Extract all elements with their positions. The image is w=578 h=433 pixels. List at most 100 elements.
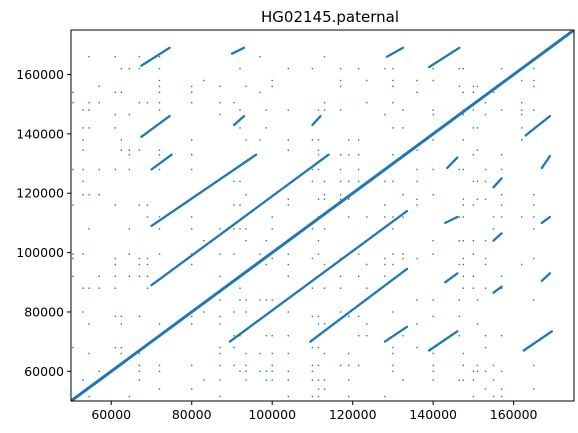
scatter-point — [472, 109, 475, 111]
scatter-point — [72, 168, 74, 171]
x-tick-label: 120000 — [329, 407, 377, 422]
scatter-point — [500, 335, 503, 337]
scatter-point — [233, 311, 235, 313]
scatter-point — [311, 379, 314, 381]
scatter-point — [533, 85, 535, 88]
scatter-point — [138, 352, 141, 355]
scatter-point — [287, 253, 289, 255]
scatter-point — [323, 228, 326, 230]
scatter-point — [88, 194, 90, 196]
scatter-point — [416, 149, 418, 151]
scatter-point — [392, 127, 394, 129]
scatter-point — [259, 139, 261, 141]
scatter-point — [311, 346, 314, 349]
scatter-point — [416, 198, 418, 200]
scatter-point — [392, 67, 394, 70]
scatter-point — [358, 335, 360, 337]
scatter-point — [191, 139, 193, 141]
scatter-point — [72, 102, 74, 104]
scatter-point — [484, 263, 487, 266]
scatter-point — [114, 263, 116, 266]
scatter-point — [462, 240, 464, 242]
alignment-segment — [444, 272, 459, 284]
alignment-segment — [140, 46, 171, 67]
scatter-point — [287, 379, 289, 381]
scatter-point — [484, 168, 487, 171]
scatter-point — [533, 364, 535, 367]
scatter-point — [311, 395, 314, 398]
scatter-point — [82, 180, 84, 183]
scatter-point — [239, 180, 241, 183]
scatter-point — [476, 180, 479, 183]
scatter-point — [287, 67, 289, 70]
scatter-point — [219, 228, 221, 230]
scatter-point — [416, 91, 418, 93]
scatter-point — [339, 168, 342, 171]
scatter-point — [533, 67, 535, 70]
scatter-point — [287, 275, 289, 277]
scatter-point — [339, 257, 342, 260]
scatter-point — [533, 216, 535, 218]
scatter-point — [158, 253, 161, 255]
alignment-segment — [230, 46, 246, 55]
x-tick-label: 160000 — [490, 407, 538, 422]
scatter-point — [339, 364, 342, 367]
scatter-point — [191, 364, 193, 367]
scatter-point — [158, 109, 161, 111]
scatter-point — [259, 91, 261, 93]
scatter-point — [271, 335, 273, 337]
scatter-point — [245, 311, 247, 313]
scatter-point — [88, 127, 90, 129]
scatter-point — [458, 240, 460, 242]
scatter-point — [366, 79, 368, 82]
scatter-point — [311, 168, 314, 171]
scatter-point — [158, 154, 161, 156]
scatter-point — [265, 379, 267, 381]
scatter-point — [462, 204, 464, 206]
scatter-point — [472, 395, 475, 398]
scatter-point — [366, 216, 368, 218]
alignment-segment — [309, 267, 409, 343]
scatter-point — [521, 139, 523, 141]
scatter-point — [233, 364, 235, 367]
scatter-point — [287, 370, 289, 372]
scatter-point — [392, 370, 394, 372]
alignment-segment — [492, 177, 503, 189]
scatter-point — [82, 139, 84, 141]
scatter-point — [339, 79, 342, 82]
scatter-point — [158, 67, 161, 70]
scatter-point — [392, 180, 394, 183]
scatter-point — [138, 275, 141, 277]
scatter-point — [203, 311, 205, 313]
y-tick-label: 60000 — [24, 364, 64, 379]
scatter-point — [432, 168, 434, 171]
y-tick-label: 100000 — [16, 245, 64, 260]
scatter-point — [500, 194, 503, 196]
scatter-point — [219, 275, 221, 277]
scatter-point — [233, 204, 235, 206]
scatter-point — [245, 194, 247, 196]
x-tick-label: 60000 — [91, 407, 131, 422]
scatter-point — [392, 102, 394, 104]
scatter-point — [402, 253, 404, 255]
scatter-point — [245, 139, 247, 141]
alignment-segment — [383, 325, 409, 343]
scatter-point — [472, 253, 475, 255]
scatter-point — [271, 352, 273, 355]
scatter-point — [484, 257, 487, 260]
scatter-point — [358, 168, 360, 171]
scatter-point — [476, 85, 479, 88]
scatter-point — [317, 379, 320, 381]
scatter-point — [500, 67, 503, 70]
scatter-point — [158, 149, 161, 151]
scatter-point — [191, 91, 193, 93]
scatter-point — [323, 109, 326, 111]
scatter-point — [358, 154, 360, 156]
scatter-point — [492, 395, 495, 398]
scatter-point — [120, 352, 122, 355]
scatter-point — [366, 323, 368, 325]
scatter-point — [472, 154, 475, 156]
scatter-point — [191, 253, 193, 255]
scatter-point — [462, 91, 464, 93]
